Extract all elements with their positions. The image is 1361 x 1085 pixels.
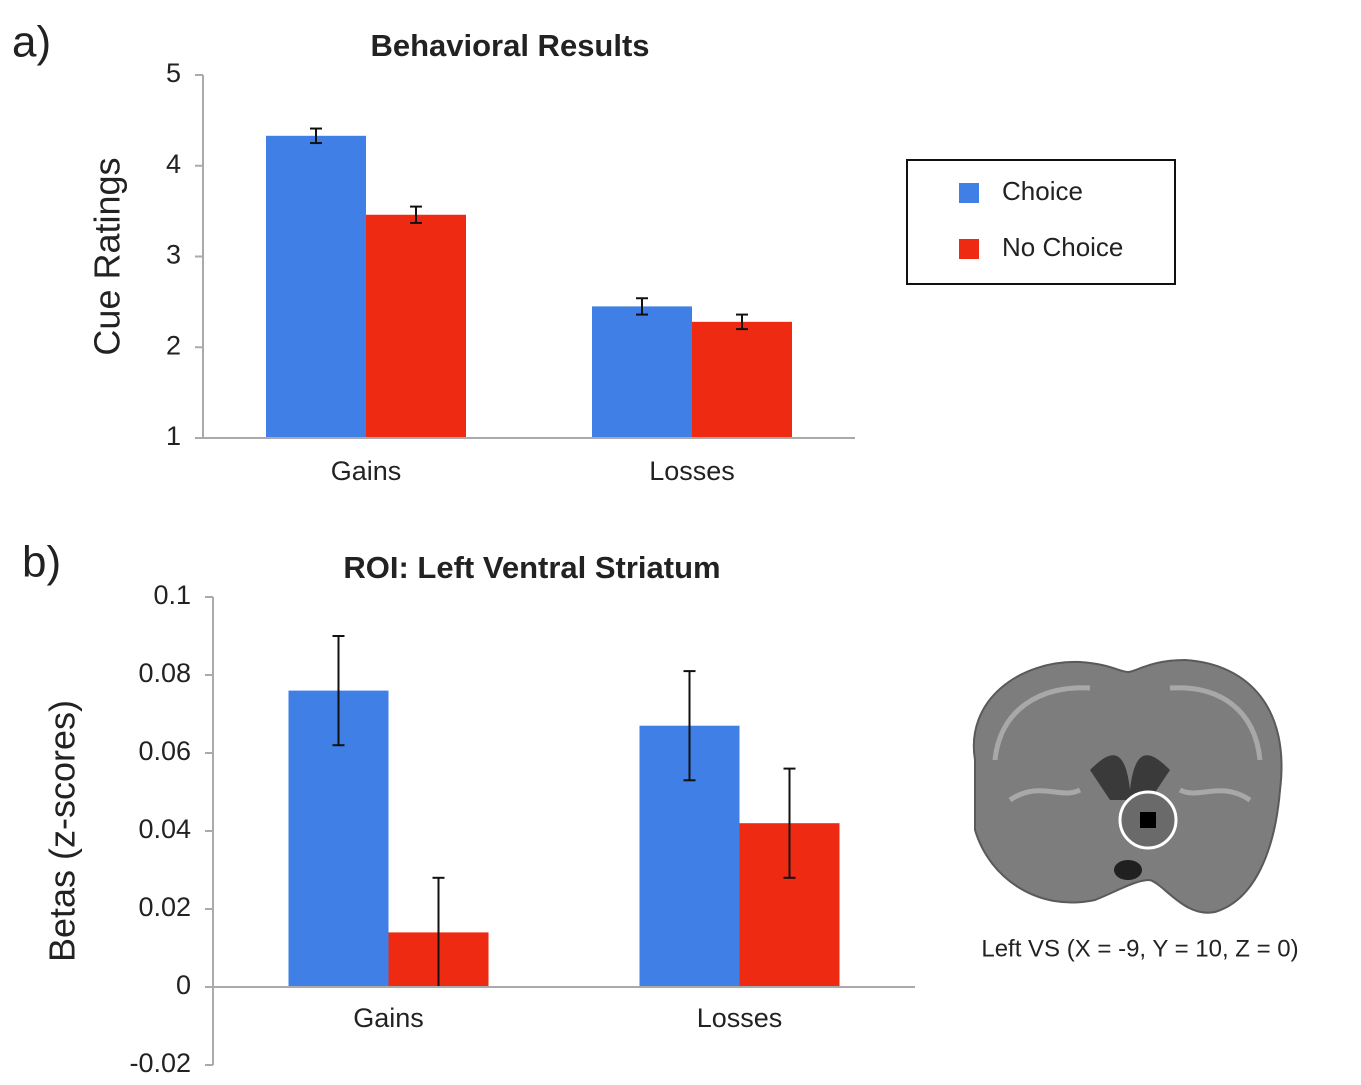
x-tick-label: Losses [649,456,735,486]
brain-image [974,660,1282,913]
y-tick-label: 3 [166,240,181,270]
y-tick-label: 5 [166,58,181,88]
x-tick-label: Losses [697,1003,783,1033]
y-tick-label: 2 [166,330,181,360]
bar [692,322,792,438]
y-tick-label: 0.02 [138,892,191,922]
figure: a) Behavioral Results Cue Ratings 1 2 3 4 5 Gain… [0,0,1361,1085]
y-tick-label: 1 [166,421,181,451]
y-axis-label: Betas (z-scores) [42,700,83,962]
x-tick-label: Gains [353,1003,424,1033]
chart-title: Behavioral Results [370,28,649,63]
panel-label: b) [22,538,61,587]
y-tick-label: 0.1 [153,580,191,610]
y-tick-label: 0.04 [138,814,191,844]
bar [592,306,692,438]
x-tick-label: Gains [331,456,402,486]
legend-label: Choice [1002,176,1083,206]
y-tick-label: 4 [166,149,181,179]
legend-swatch [959,183,979,203]
legend-swatch [959,239,979,259]
y-tick-label: 0 [176,970,191,1000]
chart-title: ROI: Left Ventral Striatum [343,550,720,585]
y-tick-label: 0.06 [138,736,191,766]
bar [366,215,466,438]
panel-label: a) [12,18,51,67]
y-tick-label: -0.02 [129,1048,191,1078]
y-tick-label: 0.08 [138,658,191,688]
y-axis-label: Cue Ratings [87,157,128,355]
bar [266,136,366,438]
image-caption: Left VS (X = -9, Y = 10, Z = 0) [981,935,1298,962]
legend-label: No Choice [1002,232,1123,262]
